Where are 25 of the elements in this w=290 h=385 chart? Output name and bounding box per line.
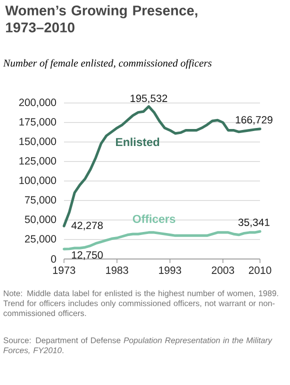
y-tick-label: 150,000 (19, 138, 56, 146)
y-tick-label: 50,000 (24, 216, 56, 224)
text: Note: Middle data label for enlisted is the highest number of women, 1989. Trend for officers includes only commissioned officers, not warrant or non-commissioned officers. (3, 290, 278, 316)
x-tick-label: 1983 (106, 266, 128, 274)
series-label: Officers (132, 214, 176, 223)
x-tick-label: 2003 (212, 266, 234, 274)
data-label: 195,532 (130, 94, 168, 104)
text: Source: Department of Defense Population Representation in the Military Forces, FY2010. (3, 337, 272, 354)
series-label: Enlisted (116, 138, 160, 146)
y-tick-label: 125,000 (19, 157, 56, 166)
data-label: 42,278 (71, 222, 103, 230)
data-label: 12,750 (72, 251, 103, 260)
x-tick-label: 1993 (159, 266, 182, 274)
y-tick-label: 25,000 (25, 235, 56, 244)
chart-title: Women’s Growing Presence, 1973–2010 (5, 5, 198, 32)
x-tick-label: 1973 (53, 266, 76, 274)
data-label: 35,341 (238, 218, 270, 228)
data-label: 166,729 (236, 116, 272, 125)
y-tick-label: 100,000 (19, 176, 56, 186)
y-tick-label: 0 (51, 255, 56, 263)
x-tick-label: 2010 (248, 266, 272, 274)
y-tick-label: 200,000 (19, 98, 56, 108)
y-tick-label: 75,000 (25, 196, 56, 205)
y-tick-label: 175,000 (19, 118, 56, 127)
chart-subtitle: Number of female enlisted, commissioned officers (3, 59, 212, 69)
